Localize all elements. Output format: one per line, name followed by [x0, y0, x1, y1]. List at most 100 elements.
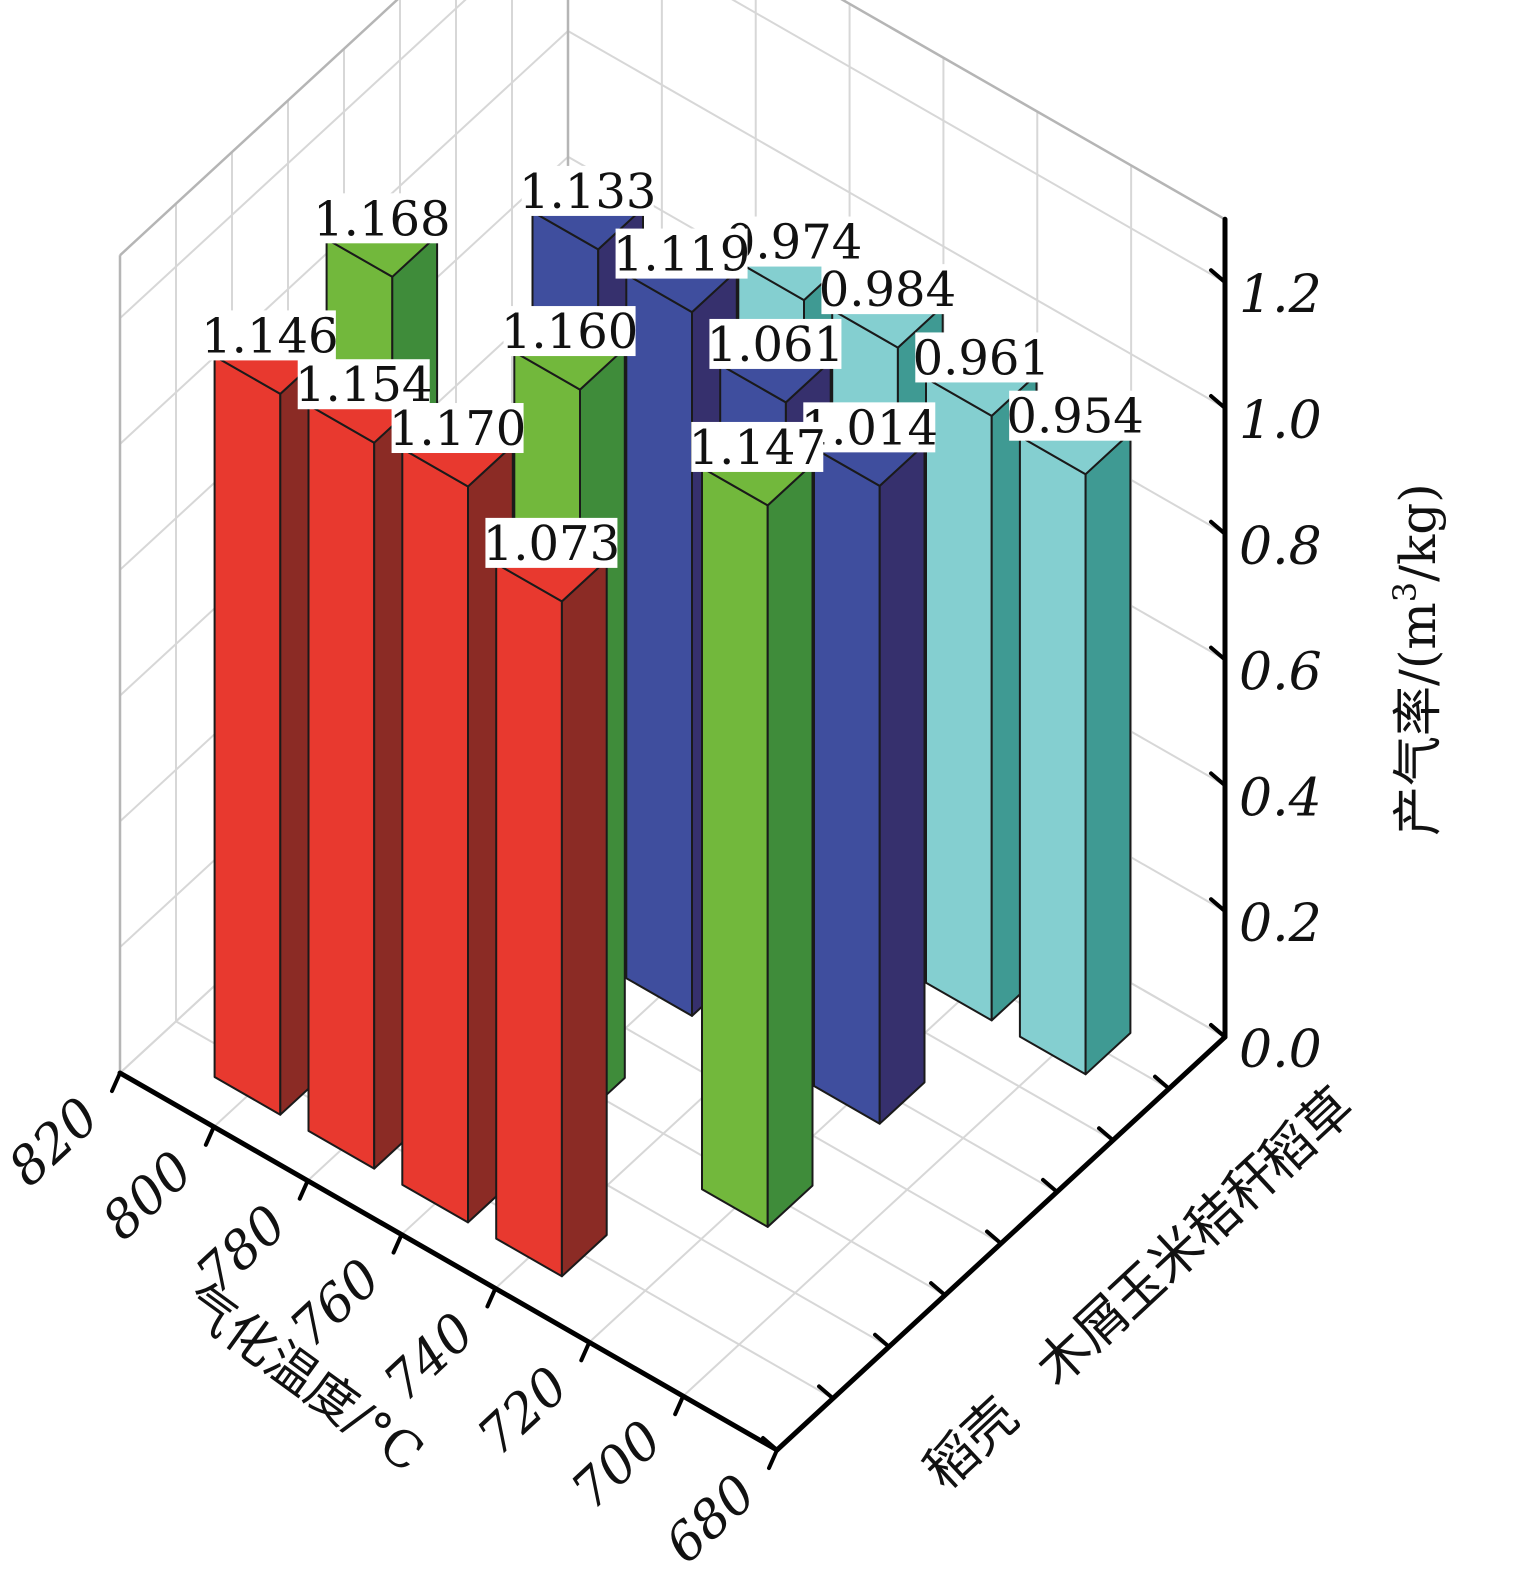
value-label-bg [297, 359, 430, 410]
value-label-text: 0.961 [913, 330, 1050, 386]
value-label-text: 1.147 [689, 420, 826, 476]
x-axis-line [117, 1070, 780, 1453]
bar-value-label: 1.160 [501, 304, 638, 360]
bar-side-face [1084, 431, 1132, 1076]
value-label-bg [915, 332, 1048, 383]
x-axis-tick [673, 1394, 686, 1417]
bar-value-label: 1.170 [389, 401, 526, 457]
z-axis-tick [1209, 268, 1227, 285]
z-axis-title: 产气率/(m3/kg) [1386, 483, 1447, 836]
bar-front-face [625, 273, 693, 1017]
x-axis-tick [579, 1340, 592, 1363]
x-axis-tick [391, 1232, 404, 1255]
value-label-text: 1.073 [483, 516, 620, 572]
value-label-text: 1.168 [313, 191, 450, 247]
x-axis-tick [767, 1448, 779, 1470]
bar-side-face [766, 463, 814, 1228]
value-label-text: 1.160 [501, 304, 638, 360]
value-label-bg [203, 310, 336, 361]
value-label-text: 1.170 [389, 401, 526, 457]
value-label-bg [1009, 390, 1142, 441]
y-axis-tick [1153, 1074, 1171, 1091]
z-tick-label: 0.0 [1239, 1020, 1322, 1080]
value-label-bg [315, 193, 448, 244]
z-axis-tick [1209, 394, 1227, 410]
x-tick-label: 740 [373, 1302, 487, 1414]
value-label-bg [821, 264, 954, 315]
x-tick-label: 700 [560, 1410, 674, 1522]
value-label-bg [503, 306, 636, 357]
x-tick-label: 720 [467, 1356, 581, 1468]
value-label-bg [803, 402, 936, 453]
value-label-bg [391, 403, 524, 454]
value-label-text: 1.146 [201, 308, 338, 364]
bar-value-label: 0.984 [819, 262, 956, 318]
z-tick-label: 0.8 [1239, 517, 1322, 577]
y-axis-tick [929, 1281, 947, 1298]
bar-value-label: 1.073 [483, 516, 620, 572]
z-axis-tick [1209, 771, 1227, 788]
value-label-bg [691, 421, 824, 472]
value-label-text: 0.974 [725, 215, 862, 271]
value-label-bg [709, 318, 842, 369]
z-tick-label: 0.2 [1239, 894, 1322, 954]
z-axis-tick [1209, 645, 1227, 662]
bar-value-label: 1.168 [313, 191, 450, 247]
bar-front-face [401, 447, 469, 1224]
x-axis-tick [203, 1124, 216, 1147]
z-tick-label: 1.2 [1239, 265, 1322, 325]
value-label-bg [521, 165, 654, 216]
y-axis-tick [761, 1436, 779, 1452]
z-tick-label: 0.6 [1239, 643, 1322, 703]
grid-wall-back [567, 30, 1226, 409]
value-label-bg [615, 228, 748, 279]
bar-side-face [560, 559, 608, 1278]
value-label-text: 1.119 [613, 227, 750, 283]
value-label-text: 0.984 [819, 262, 956, 318]
bar-front-face [213, 355, 282, 1116]
value-label-text: 0.954 [1006, 389, 1143, 445]
wall-top-back [840, 0, 1226, 221]
z-tick-label: 0.4 [1239, 768, 1322, 828]
bar-front-face [307, 404, 376, 1170]
bar-value-label: 1.119 [613, 227, 750, 283]
bar [495, 521, 608, 1278]
bar-side-face [878, 443, 926, 1125]
bar-value-label: 1.133 [519, 164, 656, 220]
bar-value-label: 1.014 [801, 400, 938, 456]
x-axis-tick [297, 1178, 310, 1201]
bar-value-label: 0.974 [725, 215, 862, 271]
x-axis-tick [110, 1071, 122, 1093]
bar [1018, 394, 1132, 1076]
z-axis-tick [1209, 897, 1227, 914]
wall-top-left [119, 0, 399, 257]
z-axis-tick [1209, 519, 1227, 536]
y-axis-tick [1097, 1126, 1115, 1143]
y-axis-tick [817, 1384, 835, 1401]
bar-value-label: 0.961 [913, 330, 1050, 386]
value-label-bg [485, 517, 618, 568]
value-label-text: 1.133 [519, 164, 656, 220]
bar [701, 425, 814, 1228]
value-label-text: 1.061 [707, 317, 844, 373]
x-tick-label: 820 [0, 1087, 111, 1199]
y-axis-tick [985, 1229, 1003, 1246]
x-axis-tick [485, 1286, 498, 1309]
bar-front-face [813, 447, 881, 1125]
y-category-label: 玉米秸秆 [1099, 1145, 1292, 1331]
value-label-bg [727, 216, 860, 267]
bar [813, 405, 926, 1125]
y-axis-tick [873, 1332, 891, 1349]
bar-value-label: 1.147 [689, 420, 826, 476]
bar-value-label: 1.154 [295, 357, 432, 413]
bar-value-label: 0.954 [1006, 389, 1143, 445]
x-tick-label: 680 [654, 1464, 768, 1576]
grid-wall-back [731, 0, 1226, 284]
value-label-text: 1.014 [801, 400, 938, 456]
bar-front-face [495, 562, 563, 1278]
bar-front-face [701, 466, 769, 1228]
y-axis-tick [1041, 1177, 1059, 1194]
bar-value-label: 1.061 [707, 317, 844, 373]
